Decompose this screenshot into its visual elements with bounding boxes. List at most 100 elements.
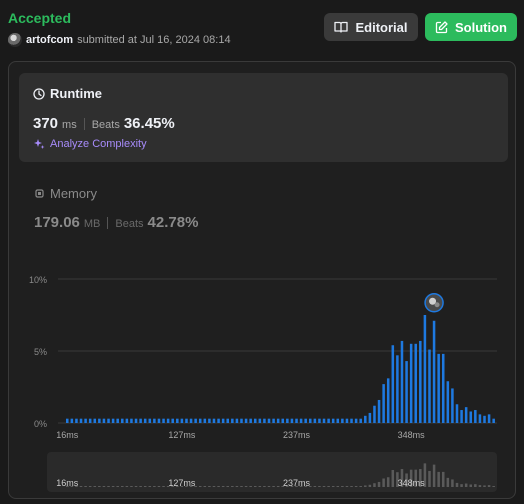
chart-bar[interactable] bbox=[180, 418, 184, 423]
chart-bar[interactable] bbox=[143, 418, 147, 423]
chart-range-navigator[interactable] bbox=[47, 452, 497, 492]
chart-bar[interactable] bbox=[391, 345, 395, 423]
chart-bar[interactable] bbox=[194, 418, 197, 423]
chart-bar[interactable] bbox=[377, 399, 381, 423]
chart-bar[interactable] bbox=[432, 320, 436, 423]
chart-bar[interactable] bbox=[345, 418, 349, 423]
chart-bar[interactable] bbox=[88, 418, 92, 423]
chart-bar[interactable] bbox=[93, 418, 97, 423]
runtime-distribution-chart[interactable]: 10% 5% 0% 16ms 127ms 237ms 348ms bbox=[0, 260, 524, 445]
chart-bar[interactable] bbox=[428, 349, 431, 423]
chart-bar[interactable] bbox=[125, 418, 129, 423]
chart-bar[interactable] bbox=[354, 418, 358, 423]
chart-bar[interactable] bbox=[203, 418, 207, 423]
chart-bar[interactable] bbox=[240, 418, 243, 423]
chart-bar[interactable] bbox=[364, 415, 367, 423]
chart-bar[interactable] bbox=[299, 418, 303, 423]
chart-bar[interactable] bbox=[276, 418, 280, 423]
chart-bar[interactable] bbox=[373, 405, 376, 423]
chart-bar[interactable] bbox=[492, 418, 495, 423]
chart-bar[interactable] bbox=[221, 418, 225, 423]
chart-bar[interactable] bbox=[437, 353, 440, 423]
chart-bar[interactable] bbox=[244, 418, 248, 423]
chart-bar[interactable] bbox=[414, 343, 417, 423]
chart-bar[interactable] bbox=[235, 418, 239, 423]
chart-bar[interactable] bbox=[309, 418, 312, 423]
chart-bar[interactable] bbox=[478, 414, 482, 423]
chart-bar[interactable] bbox=[382, 384, 385, 423]
chart-bar[interactable] bbox=[249, 418, 252, 423]
chart-bar[interactable] bbox=[189, 418, 193, 423]
chart-bar[interactable] bbox=[464, 407, 468, 423]
chart-bar[interactable] bbox=[70, 418, 74, 423]
chart-bar[interactable] bbox=[258, 418, 262, 423]
chart-bar[interactable] bbox=[134, 418, 138, 423]
chart-bar[interactable] bbox=[116, 418, 119, 423]
chart-bar[interactable] bbox=[295, 418, 298, 423]
chart-bar[interactable] bbox=[281, 418, 285, 423]
chart-bar[interactable] bbox=[263, 418, 266, 423]
chart-bar[interactable] bbox=[157, 418, 161, 423]
chart-bar[interactable] bbox=[148, 418, 152, 423]
avatar[interactable] bbox=[8, 33, 22, 47]
chart-bar[interactable] bbox=[286, 418, 289, 423]
analyze-complexity-link[interactable]: Analyze Complexity bbox=[33, 138, 147, 150]
chart-bar[interactable] bbox=[253, 418, 257, 423]
username-link[interactable]: artofcom bbox=[26, 34, 74, 46]
chart-bar[interactable] bbox=[327, 418, 330, 423]
chart-bar[interactable] bbox=[304, 418, 307, 423]
chart-bar[interactable] bbox=[217, 418, 220, 423]
chart-bar[interactable] bbox=[400, 340, 404, 423]
chart-bar[interactable] bbox=[171, 418, 174, 423]
chart-bar[interactable] bbox=[231, 418, 234, 423]
chart-bar[interactable] bbox=[185, 418, 188, 423]
chart-bar[interactable] bbox=[166, 418, 170, 423]
editorial-button[interactable]: Editorial bbox=[324, 13, 418, 41]
chart-bar[interactable] bbox=[460, 410, 463, 423]
chart-bar[interactable] bbox=[350, 418, 353, 423]
chart-bar[interactable] bbox=[176, 418, 179, 423]
memory-title[interactable]: Memory bbox=[34, 186, 97, 201]
chart-bar[interactable] bbox=[469, 411, 473, 423]
runtime-card[interactable]: Runtime 370 ms Beats 36.45% Analyze Comp… bbox=[19, 73, 508, 162]
chart-bar[interactable] bbox=[290, 418, 294, 423]
chart-bar[interactable] bbox=[405, 361, 408, 423]
chart-bar[interactable] bbox=[208, 418, 211, 423]
chart-bar[interactable] bbox=[130, 418, 133, 423]
chart-bar[interactable] bbox=[419, 340, 422, 423]
chart-bar[interactable] bbox=[451, 388, 454, 423]
chart-bar[interactable] bbox=[446, 381, 450, 423]
chart-bar[interactable] bbox=[474, 410, 477, 423]
chart-bar[interactable] bbox=[322, 418, 326, 423]
chart-bar[interactable] bbox=[162, 418, 165, 423]
chart-bar[interactable] bbox=[79, 418, 83, 423]
chart-bar[interactable] bbox=[121, 418, 124, 423]
chart-bar[interactable] bbox=[483, 415, 486, 423]
chart-bar[interactable] bbox=[102, 418, 106, 423]
chart-bar[interactable] bbox=[212, 418, 216, 423]
chart-bar[interactable] bbox=[111, 418, 115, 423]
your-submission-marker[interactable] bbox=[424, 293, 444, 313]
chart-bar[interactable] bbox=[386, 378, 390, 423]
chart-bar[interactable] bbox=[359, 418, 362, 423]
chart-bar[interactable] bbox=[66, 418, 69, 423]
chart-bar[interactable] bbox=[226, 418, 230, 423]
chart-bar[interactable] bbox=[423, 315, 427, 423]
solution-button[interactable]: Solution bbox=[425, 13, 517, 41]
chart-bar[interactable] bbox=[368, 412, 372, 423]
chart-bar[interactable] bbox=[313, 418, 317, 423]
chart-bar[interactable] bbox=[341, 418, 344, 423]
chart-bar[interactable] bbox=[267, 418, 271, 423]
chart-bar[interactable] bbox=[98, 418, 101, 423]
chart-bar[interactable] bbox=[198, 418, 202, 423]
chart-bar[interactable] bbox=[272, 418, 275, 423]
navigator-chart[interactable]: 16ms 127ms 237ms 348ms bbox=[0, 450, 524, 500]
chart-bar[interactable] bbox=[75, 418, 78, 423]
chart-bar[interactable] bbox=[336, 418, 340, 423]
chart-bar[interactable] bbox=[487, 414, 491, 423]
chart-bar[interactable] bbox=[331, 418, 335, 423]
chart-bar[interactable] bbox=[139, 418, 142, 423]
chart-bar[interactable] bbox=[318, 418, 321, 423]
chart-bar[interactable] bbox=[107, 418, 110, 423]
chart-bar[interactable] bbox=[409, 343, 413, 423]
